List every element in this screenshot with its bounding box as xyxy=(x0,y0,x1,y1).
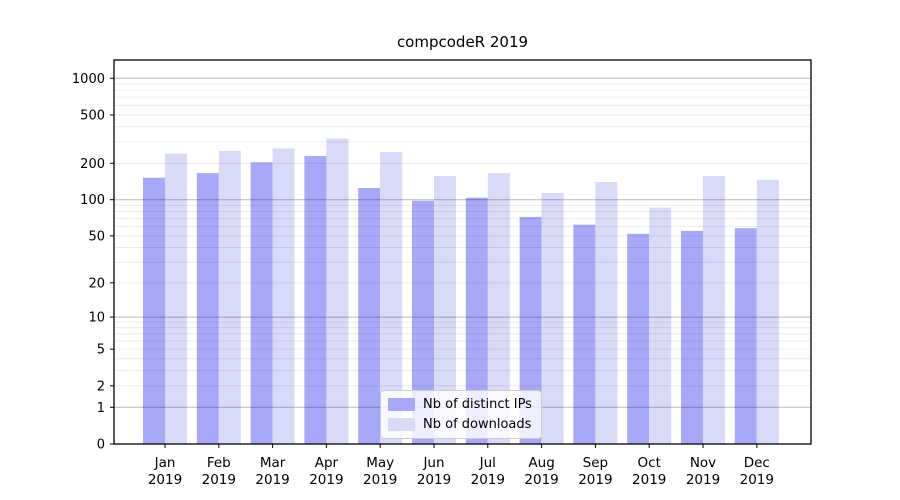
y-tick-label-200: 200 xyxy=(80,157,105,172)
x-tick-label-year-sep: 2019 xyxy=(578,472,612,488)
x-tick-label-mar: Mar xyxy=(260,455,286,471)
bar-downloads-jul xyxy=(487,173,510,444)
x-tick-label-year-aug: 2019 xyxy=(524,472,558,488)
x-tick-label-year-mar: 2019 xyxy=(255,472,289,488)
x-tick-label-jun: Jun xyxy=(422,455,444,471)
bar-distinct-ips-dec xyxy=(734,228,757,444)
bar-distinct-ips-jun xyxy=(412,200,434,444)
x-tick-label-year-apr: 2019 xyxy=(309,472,343,488)
legend-swatch-distinct-ips xyxy=(388,398,415,411)
bar-downloads-jun xyxy=(434,176,456,445)
bar-distinct-ips-nov xyxy=(681,230,703,444)
chart-title: compcodeR 2019 xyxy=(396,33,529,51)
x-tick-label-nov: Nov xyxy=(690,455,716,471)
bar-downloads-oct xyxy=(649,207,672,444)
y-tick-label-0: 0 xyxy=(97,438,105,453)
legend-label-distinct-ips: Nb of distinct IPs xyxy=(423,397,532,412)
y-tick-label-50: 50 xyxy=(88,229,105,244)
y-tick-label-5: 5 xyxy=(97,343,105,358)
x-tick-label-year-jan: 2019 xyxy=(148,472,182,488)
bar-downloads-sep xyxy=(595,182,618,444)
bar-downloads-nov xyxy=(703,176,725,445)
x-tick-label-year-jul: 2019 xyxy=(471,472,505,488)
y-tick-label-1000: 1000 xyxy=(72,72,105,87)
bar-downloads-mar xyxy=(272,148,295,444)
bar-distinct-ips-may xyxy=(358,188,381,444)
x-tick-label-year-jun: 2019 xyxy=(417,472,451,488)
plot-border xyxy=(113,59,812,445)
y-tick-label-20: 20 xyxy=(88,276,105,291)
bar-distinct-ips-aug xyxy=(519,216,542,444)
bar-downloads-jan xyxy=(165,153,187,444)
x-tick-label-year-may: 2019 xyxy=(363,472,397,488)
x-tick-label-year-oct: 2019 xyxy=(632,472,666,488)
legend: Nb of distinct IPs Nb of downloads xyxy=(380,390,542,439)
bar-downloads-dec xyxy=(756,179,779,445)
bar-distinct-ips-oct xyxy=(627,233,650,444)
bar-downloads-may xyxy=(380,151,403,444)
bar-downloads-apr xyxy=(326,138,349,445)
bar-downloads-aug xyxy=(541,192,564,444)
bar-distinct-ips-sep xyxy=(573,224,596,444)
x-tick-label-may: May xyxy=(366,455,394,471)
bar-distinct-ips-mar xyxy=(250,162,273,444)
bar-distinct-ips-apr xyxy=(304,155,327,444)
bar-downloads-feb xyxy=(218,150,241,444)
y-tick-label-500: 500 xyxy=(80,108,105,123)
bar-distinct-ips-feb xyxy=(196,173,219,444)
x-tick-label-year-dec: 2019 xyxy=(740,472,774,488)
x-tick-label-jan: Jan xyxy=(154,455,176,471)
x-tick-label-sep: Sep xyxy=(583,455,608,471)
x-tick-label-apr: Apr xyxy=(315,455,339,471)
y-tick-label-100: 100 xyxy=(80,193,105,208)
x-tick-label-aug: Aug xyxy=(528,455,554,471)
y-tick-label-10: 10 xyxy=(88,311,105,326)
x-tick-label-dec: Dec xyxy=(744,455,770,471)
x-tick-label-oct: Oct xyxy=(638,455,661,471)
y-tick-label-2: 2 xyxy=(97,379,105,394)
legend-item-downloads: Nb of downloads xyxy=(388,417,532,432)
bar-distinct-ips-jul xyxy=(465,197,488,444)
y-tick-label-1: 1 xyxy=(97,401,105,416)
x-tick-label-year-nov: 2019 xyxy=(686,472,720,488)
legend-label-downloads: Nb of downloads xyxy=(423,417,532,432)
x-tick-label-jul: Jul xyxy=(479,455,496,471)
legend-swatch-downloads xyxy=(388,418,415,431)
legend-item-distinct-ips: Nb of distinct IPs xyxy=(388,397,532,412)
x-tick-label-year-feb: 2019 xyxy=(202,472,236,488)
x-tick-label-feb: Feb xyxy=(207,455,231,471)
bar-distinct-ips-jan xyxy=(143,177,165,444)
